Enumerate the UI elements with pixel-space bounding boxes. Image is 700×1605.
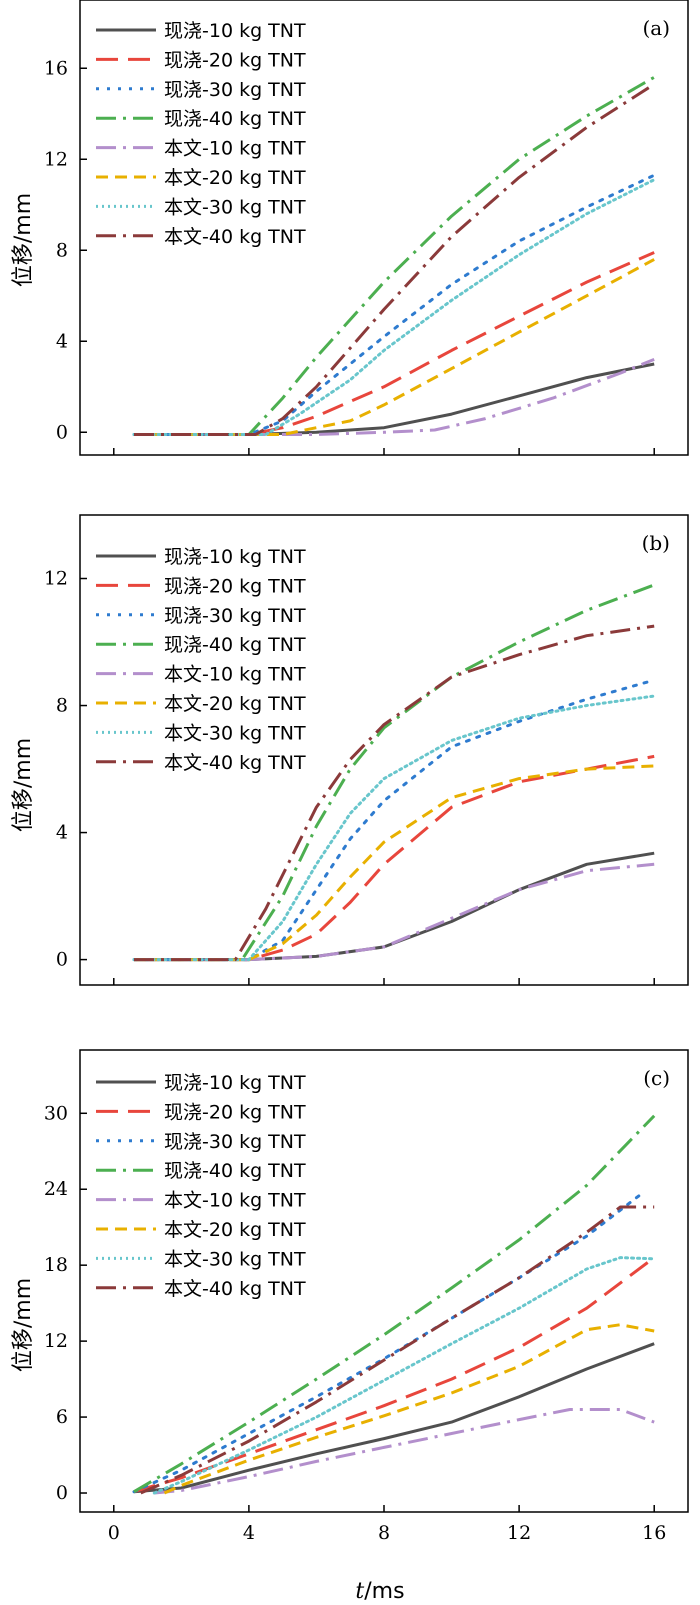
y-axis-label-c: 位移/mm (11, 1278, 36, 1372)
legend-label: 现浇-20 kg TNT (164, 49, 306, 71)
x-tick-label: 8 (378, 1522, 390, 1544)
x-tick-label: 4 (243, 1522, 255, 1544)
y-tick-label: 0 (56, 1482, 68, 1504)
x-tick-label: 16 (642, 1522, 666, 1544)
legend-label: 现浇-30 kg TNT (164, 1131, 306, 1153)
legend-label: 本文-10 kg TNT (164, 1190, 306, 1212)
series-line (140, 1205, 655, 1495)
series-line (132, 694, 656, 962)
y-tick-label: 12 (44, 1330, 68, 1352)
series-line (134, 754, 655, 962)
series-line (132, 173, 656, 436)
series-line (134, 82, 656, 436)
legend-label: 本文-40 kg TNT (164, 1278, 306, 1300)
series-line (134, 358, 655, 436)
panel-a: 0 4 8 12 16 现浇-10 kg TNT 现浇-20 kg TNT 现浇-30 kg … (44, 0, 689, 456)
legend-label: 现浇-40 kg TNT (164, 634, 306, 656)
panel-label: (a) (642, 16, 670, 40)
x-axis-label-var: t (355, 1579, 364, 1604)
x-tick-label: 12 (507, 1522, 531, 1544)
legend-label: 本文-20 kg TNT (164, 1219, 306, 1241)
y-tick-label: 16 (44, 57, 68, 79)
x-axis-label-unit: /ms (364, 1579, 404, 1604)
legend-label: 现浇-10 kg TNT (164, 1072, 306, 1094)
y-tick-label: 18 (44, 1254, 68, 1276)
series-line (163, 1323, 655, 1495)
series-line (133, 1114, 656, 1493)
legend-label: 现浇-10 kg TNT (164, 20, 306, 42)
y-axis-label-b: 位移/mm (11, 738, 36, 832)
panel-label: (b) (642, 531, 670, 555)
legend-label: 本文-10 kg TNT (164, 138, 306, 160)
panel-b: 0 4 8 12 现浇-10 kg TNT 现浇-20 kg TNT 现浇-30 kg TN… (44, 514, 689, 986)
y-tick-label: 6 (56, 1406, 68, 1428)
series-line (133, 1342, 655, 1494)
legend-label: 本文-30 kg TNT (164, 1248, 306, 1270)
legend-label: 现浇-40 kg TNT (164, 1160, 306, 1182)
legend-label: 本文-20 kg TNT (164, 693, 306, 715)
y-tick-label: 24 (44, 1178, 68, 1200)
series-line (134, 624, 655, 962)
legend-label: 现浇-20 kg TNT (164, 575, 306, 597)
legend-label: 本文-30 kg TNT (164, 722, 306, 744)
y-tick-label: 8 (56, 695, 68, 717)
y-tick-label: 4 (56, 330, 68, 352)
y-tick-label: 12 (44, 568, 68, 590)
y-tick-label: 0 (56, 421, 68, 443)
series-line (134, 862, 655, 962)
legend-label: 现浇-30 kg TNT (164, 79, 306, 101)
legend-label: 本文-40 kg TNT (164, 226, 306, 248)
y-tick-label: 12 (44, 148, 68, 170)
y-tick-label: 0 (56, 949, 68, 971)
legend-label: 本文-10 kg TNT (164, 664, 306, 686)
legend-label: 本文-40 kg TNT (164, 752, 306, 774)
series-line (134, 258, 655, 436)
y-axis-label-a: 位移/mm (11, 193, 36, 287)
series-line (152, 1256, 656, 1495)
y-tick-label: 8 (56, 239, 68, 261)
x-tick-label: 0 (108, 1522, 120, 1544)
series-line (154, 1408, 655, 1495)
legend-label: 现浇-10 kg TNT (164, 546, 306, 568)
legend-label: 现浇-20 kg TNT (164, 1101, 306, 1123)
legend-label: 现浇-40 kg TNT (164, 108, 306, 130)
series-line (134, 251, 655, 436)
y-tick-label: 4 (56, 822, 68, 844)
series-line (134, 764, 655, 962)
legend-label: 本文-30 kg TNT (164, 196, 306, 218)
legend-label: 现浇-30 kg TNT (164, 605, 306, 627)
series-line (132, 178, 656, 436)
panel-c: 0 4 8 12 16 0 6 12 18 24 30 现浇-10 kg TNT 现浇-20 kg TN… (44, 1049, 689, 1544)
panel-label: (c) (643, 1066, 670, 1090)
series-line (132, 1190, 646, 1494)
legend-label: 本文-20 kg TNT (164, 167, 306, 189)
x-axis-label: t/ms (355, 1579, 404, 1604)
y-tick-label: 30 (44, 1102, 68, 1124)
